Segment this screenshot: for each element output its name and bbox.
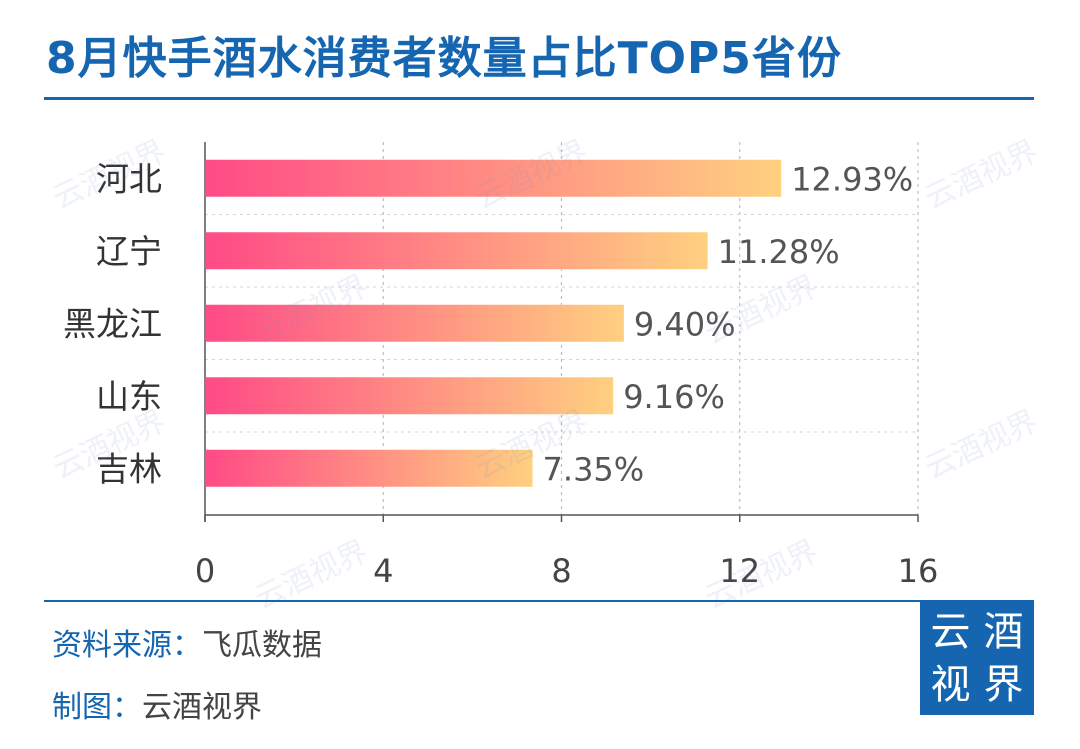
source-value: 飞瓜数据 — [202, 628, 322, 663]
logo-char: 视 — [930, 661, 971, 708]
category-label: 河北 — [96, 159, 162, 198]
footer-divider — [44, 600, 1034, 602]
value-label: 9.40% — [634, 305, 736, 343]
source-key: 资料来源： — [52, 628, 202, 663]
value-label: 9.16% — [623, 378, 725, 416]
x-tick-label: 16 — [898, 552, 939, 590]
bar — [205, 232, 708, 270]
x-tick-label: 12 — [719, 552, 760, 590]
bar — [205, 304, 624, 342]
x-tick-label: 8 — [551, 552, 571, 590]
chart-title: 8月快手酒水消费者数量占比TOP5省份 — [46, 33, 842, 84]
maker-value: 云酒视界 — [142, 690, 262, 725]
category-label: 山东 — [96, 377, 162, 416]
bar — [205, 159, 782, 197]
maker-line: 制图：云酒视界 — [52, 682, 262, 726]
bar — [205, 449, 533, 487]
x-tick-label: 4 — [373, 552, 393, 590]
x-tick-label: 0 — [195, 552, 215, 590]
value-label: 11.28% — [718, 233, 840, 271]
brand-logo: 云 酒 视 界 — [920, 601, 1034, 715]
logo-char: 云 — [930, 608, 971, 655]
category-label: 黑龙江 — [63, 304, 162, 343]
value-label: 7.35% — [543, 450, 645, 488]
maker-key: 制图： — [52, 690, 142, 725]
source-line: 资料来源：飞瓜数据 — [52, 620, 322, 664]
logo-char: 界 — [983, 661, 1024, 708]
bar — [205, 377, 614, 415]
logo-char: 酒 — [983, 608, 1024, 655]
category-label: 辽宁 — [96, 232, 162, 271]
title-divider — [44, 97, 1034, 100]
value-label: 12.93% — [791, 160, 913, 198]
category-label: 吉林 — [96, 449, 162, 488]
